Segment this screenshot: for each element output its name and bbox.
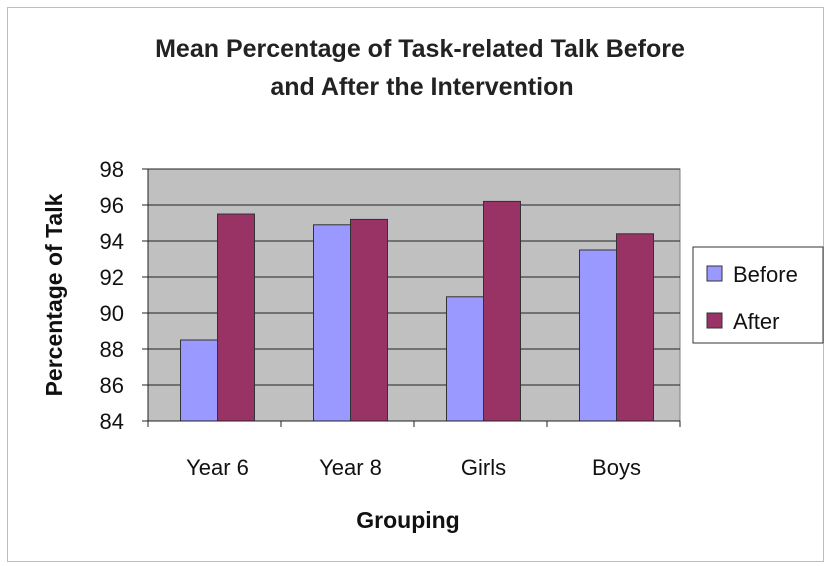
legend-label-before: Before bbox=[733, 262, 798, 287]
x-tick-label: Girls bbox=[461, 455, 506, 480]
chart-title-line-1: Mean Percentage of Task-related Talk Bef… bbox=[155, 35, 685, 63]
y-tick-label: 90 bbox=[100, 301, 124, 326]
y-tick-label: 94 bbox=[100, 229, 124, 254]
y-tick-label: 88 bbox=[100, 337, 124, 362]
x-tick-label: Year 6 bbox=[186, 455, 249, 480]
axes: 98 96 94 92 90 88 86 84 Year 6 Year 8 Girls Boys bbox=[100, 157, 681, 480]
bar-before-girls bbox=[446, 296, 484, 422]
y-tick-label: 84 bbox=[100, 409, 124, 434]
y-tick-label: 92 bbox=[100, 265, 124, 290]
bar-before-year-6 bbox=[180, 339, 218, 422]
x-tick-label: Year 8 bbox=[319, 455, 382, 480]
bar-after-girls bbox=[483, 200, 521, 422]
bar-after-year-8 bbox=[350, 218, 388, 422]
y-axis-title: Percentage of Talk bbox=[41, 193, 67, 396]
y-tick-label: 96 bbox=[100, 193, 124, 218]
bar-after-year-6 bbox=[217, 213, 255, 422]
bar-after-boys bbox=[616, 233, 654, 422]
bars bbox=[180, 200, 654, 422]
bar-before-year-8 bbox=[313, 224, 351, 422]
legend-label-after: After bbox=[733, 309, 779, 334]
x-tick-label: Boys bbox=[592, 455, 641, 480]
bar-before-boys bbox=[579, 249, 617, 422]
chart-title-line-2: and After the Intervention bbox=[270, 73, 573, 101]
y-tick-label: 86 bbox=[100, 373, 124, 398]
legend-swatch-before bbox=[706, 265, 723, 282]
x-axis-title: Grouping bbox=[356, 507, 459, 533]
legend: Before After bbox=[692, 246, 824, 344]
legend-swatch-after bbox=[706, 312, 723, 329]
y-tick-label: 98 bbox=[100, 157, 124, 182]
